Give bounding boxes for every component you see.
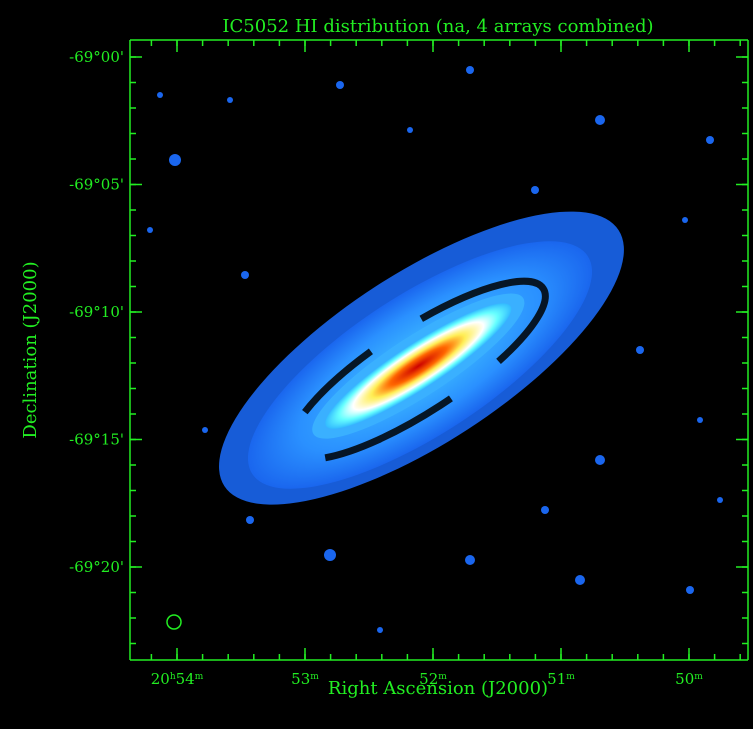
x-tick-part: m: [310, 672, 319, 682]
x-tick-part: 50: [675, 670, 694, 688]
x-tick-part: 54: [176, 670, 195, 688]
x-tick-part: m: [566, 672, 575, 682]
x-tick-part: 52: [419, 670, 438, 688]
title: IC5052 HI distribution (na, 4 arrays com…: [222, 16, 653, 37]
plot: IC5052 HI distribution (na, 4 arrays com…: [0, 0, 753, 729]
y-tick-label: -69°05': [69, 176, 124, 194]
x-tick-part: m: [195, 672, 204, 682]
x-tick-part: 53: [291, 670, 310, 688]
y-tick-label: -69°15': [69, 431, 124, 449]
y-tick-label: -69°10': [69, 303, 124, 321]
y-tick-label: -69°20': [69, 558, 124, 576]
x-tick-part: m: [438, 672, 447, 682]
y-tick-label: -69°00': [69, 48, 124, 66]
x-tick-part: 51: [547, 670, 566, 688]
x-tick-part: m: [694, 672, 703, 682]
y-axis-label: Declination (J2000): [20, 261, 41, 438]
x-tick-part: 20: [151, 670, 170, 688]
